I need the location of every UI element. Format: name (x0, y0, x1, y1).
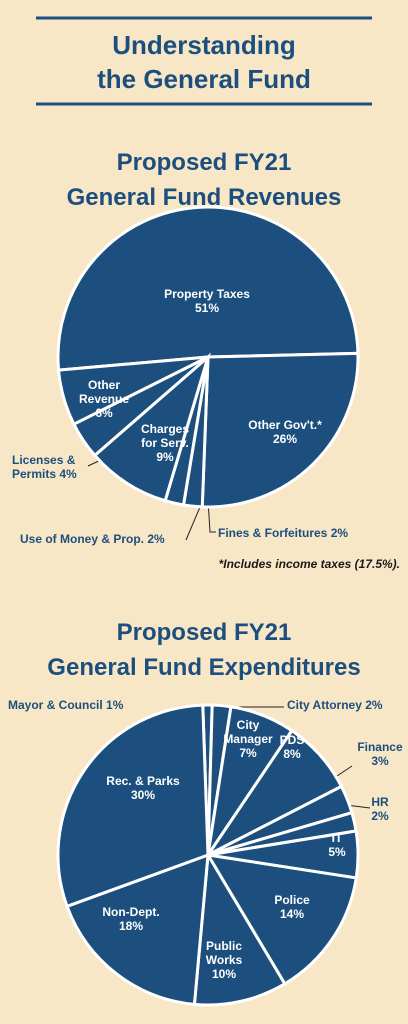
slice-label: IT 5% (312, 831, 362, 859)
value-label: 51% (194, 301, 220, 315)
category-name: HR (371, 795, 389, 809)
slice-label: Public Works 10% (196, 939, 252, 981)
pie-slice (56, 355, 209, 427)
slice-label: HR 2% (355, 795, 405, 823)
footnote: *Includes income taxes (17.5%). (218, 557, 400, 571)
value-label: 30% (130, 788, 156, 802)
category-name: PDS (279, 733, 305, 747)
chart-title: Proposed FY21 General Fund Revenues (0, 145, 408, 215)
slice-label: Police 14% (262, 893, 322, 921)
category-name: Licenses & Permits (12, 453, 76, 481)
category-name: City Manager (223, 718, 273, 746)
title-line: Understanding (112, 30, 296, 60)
category-name: Public Works (205, 939, 243, 967)
category-name: Other Revenue (78, 378, 130, 406)
category-name: Mayor & Council (8, 698, 103, 712)
title-line: General Fund Revenues (66, 184, 342, 211)
title-line: Proposed FY21 (116, 619, 292, 646)
value-label: 1% (106, 698, 124, 712)
value-label: 18% (118, 919, 144, 933)
value-label: 6% (95, 406, 113, 420)
value-label: 8% (283, 747, 301, 761)
category-name: Police (274, 893, 310, 907)
slice-label: PDS 8% (272, 733, 312, 761)
category-name: Non-Dept. (102, 905, 160, 919)
slice-label: Use of Money & Prop. 2% (20, 532, 190, 546)
value-label: 26% (272, 432, 298, 446)
title-line: the General Fund (97, 64, 311, 94)
pie-slice (92, 352, 211, 503)
slice-label: Charges for Serv. 9% (134, 422, 196, 464)
category-name: Charges for Serv. (140, 422, 190, 450)
value-label: 7% (239, 746, 257, 760)
pie-slice (56, 205, 360, 372)
slice-label: Mayor & Council 1% (8, 698, 208, 712)
slice-label: Rec. & Parks 30% (98, 774, 188, 802)
category-name: Other Gov't.* (248, 418, 322, 432)
slice-label: Licenses & Permits 4% (12, 453, 92, 481)
slice-label: Other Revenue 6% (64, 378, 144, 420)
pie-slice (56, 703, 210, 909)
category-name: City Attorney (287, 698, 362, 712)
main-title: Understanding the General Fund (0, 28, 408, 96)
value-label: 10% (211, 967, 237, 981)
pie-slice (192, 850, 287, 1007)
pie-slice (205, 853, 358, 986)
value-label: 2% (365, 698, 383, 712)
slice-label: Non-Dept. 18% (98, 905, 164, 933)
category-name: Rec. & Parks (106, 774, 180, 788)
value-label: 5% (328, 845, 346, 859)
slice-label: City Attorney 2% (287, 698, 407, 712)
slice-label: Property Taxes 51% (147, 287, 267, 315)
value-label: 3% (371, 754, 389, 768)
value-label: 4% (59, 467, 77, 481)
pie-slice (200, 351, 360, 509)
category-name: Fines & Forfeitures (218, 526, 328, 540)
slice-label: Finance 3% (352, 740, 408, 768)
category-name: Property Taxes (164, 287, 250, 301)
value-label: 2% (371, 809, 389, 823)
slice-label: Fines & Forfeitures 2% (218, 526, 378, 540)
title-line: Proposed FY21 (116, 149, 292, 176)
value-label: 2% (147, 532, 165, 546)
category-name: Use of Money & Prop. (20, 532, 145, 546)
title-line: General Fund Expenditures (47, 654, 361, 681)
slice-label: Other Gov't.* 26% (235, 418, 335, 446)
chart-title: Proposed FY21 General Fund Expenditures (0, 615, 408, 685)
pie-slice (65, 852, 210, 1007)
leader-line (207, 499, 216, 533)
category-name: Finance (357, 740, 403, 754)
value-label: 2% (330, 526, 349, 540)
value-label: 9% (156, 450, 174, 464)
category-name: IT (331, 831, 343, 845)
value-label: 14% (279, 907, 305, 921)
slice-label: City Manager 7% (220, 718, 276, 760)
